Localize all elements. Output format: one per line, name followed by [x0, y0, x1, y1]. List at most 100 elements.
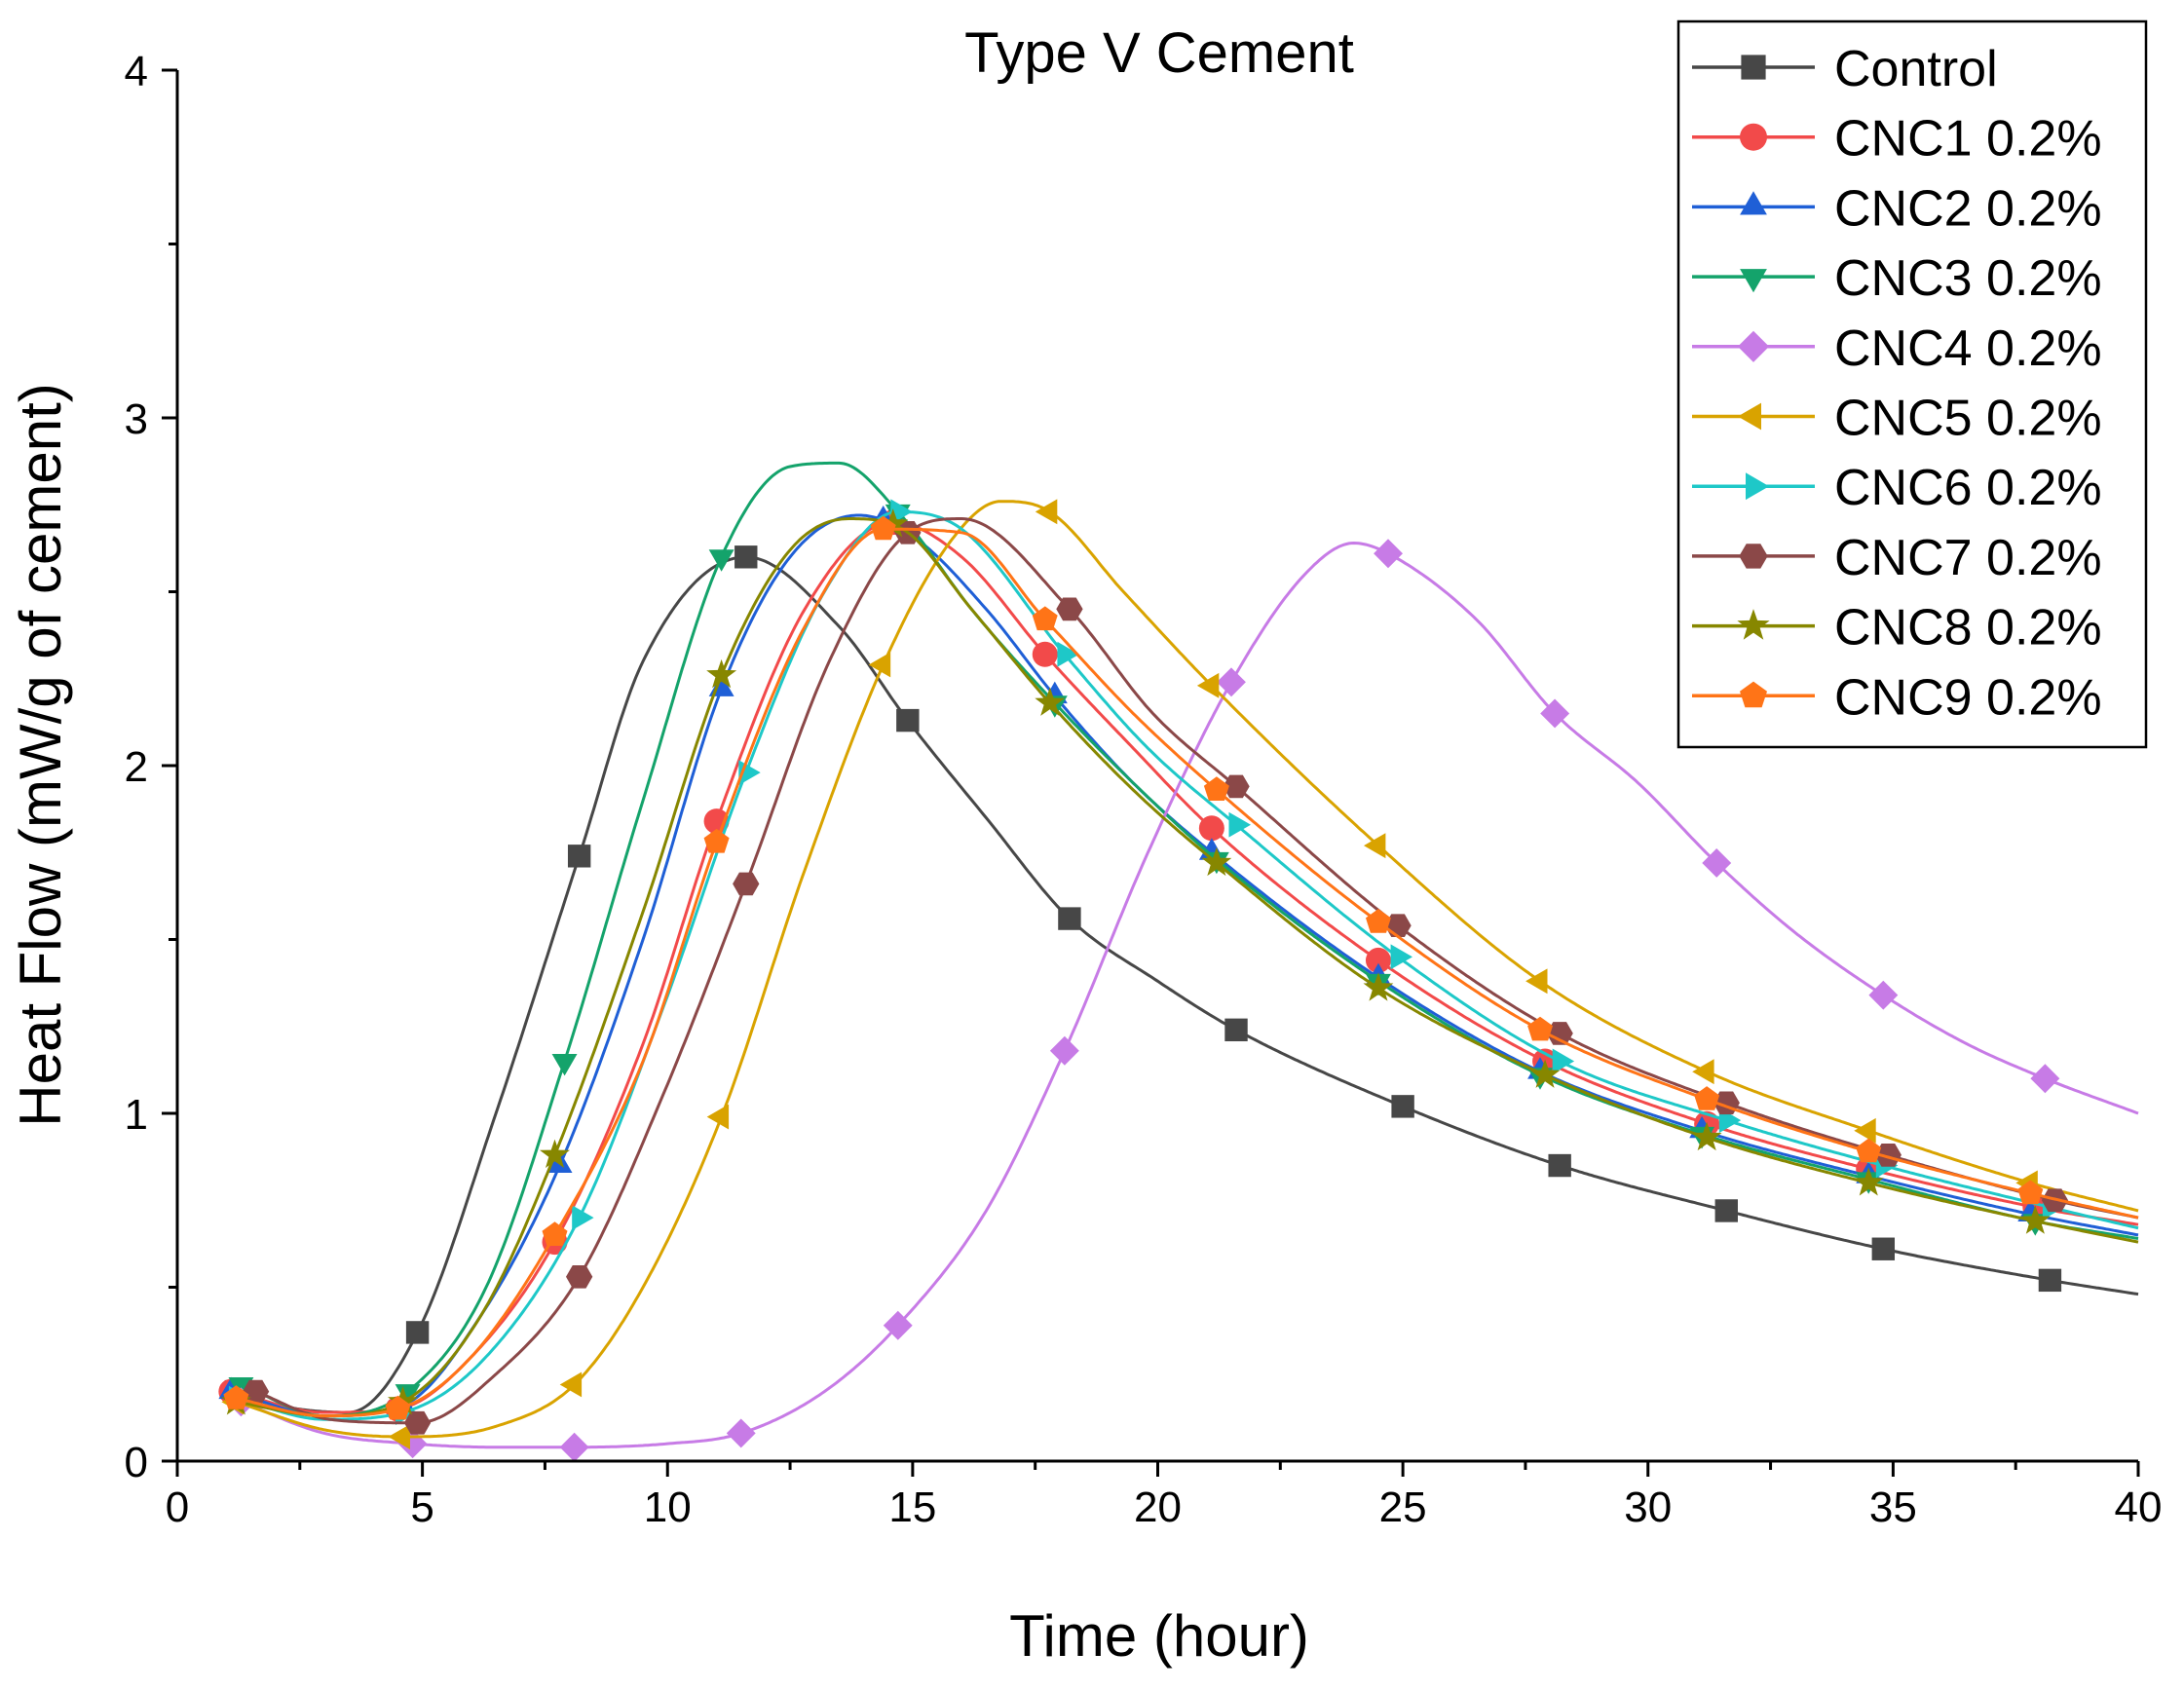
- data-point: [1364, 833, 1386, 859]
- series-line: [254, 517, 2139, 1425]
- data-point: [572, 1205, 594, 1230]
- data-point: [883, 1310, 913, 1340]
- data-point: [1366, 909, 1391, 933]
- series-9: [220, 508, 2139, 1418]
- data-point: [2030, 1064, 2060, 1094]
- data-point: [1228, 811, 1251, 838]
- data-point: [1049, 1035, 1079, 1066]
- series-line: [235, 500, 2139, 1439]
- legend-label: CNC9 0.2%: [1834, 669, 2102, 726]
- data-point: [1203, 776, 1229, 801]
- x-tick-label: 10: [644, 1483, 692, 1531]
- data-point: [559, 1432, 589, 1462]
- legend-marker: [1740, 681, 1767, 708]
- data-point: [1546, 1022, 1573, 1045]
- axes-layer: 0 5 10 15 20 25 30 35 40 0 1 2 3 4: [125, 48, 2163, 1531]
- data-point: [706, 1104, 730, 1130]
- data-point: [1854, 1117, 1876, 1144]
- data-point: [551, 1054, 578, 1076]
- data-point: [1527, 1016, 1553, 1041]
- x-tick-label: 5: [410, 1483, 433, 1531]
- x-axis-title: Time (hour): [1009, 1603, 1309, 1669]
- data-point: [385, 1395, 411, 1420]
- data-point: [1552, 1048, 1575, 1074]
- data-point: [1692, 1059, 1714, 1085]
- data-point: [1217, 667, 1246, 697]
- data-point: [703, 828, 730, 853]
- data-point: [2017, 1180, 2044, 1205]
- legend-item: CNC1 0.2%: [1692, 111, 2102, 168]
- data-point: [1365, 947, 1391, 973]
- series-line: [240, 541, 2139, 1449]
- y-tick-label: 4: [125, 48, 148, 95]
- y-tick-label: 2: [125, 743, 148, 791]
- series-layer: [218, 461, 2139, 1462]
- legend-marker: [1737, 402, 1761, 431]
- legend-label: CNC4 0.2%: [1834, 320, 2102, 377]
- data-point: [1057, 641, 1079, 667]
- legend-marker: [1740, 191, 1767, 215]
- data-point: [1032, 606, 1058, 631]
- legend-marker: [1740, 269, 1767, 293]
- series-8: [242, 517, 2139, 1435]
- series-line: [240, 461, 2139, 1418]
- data-point: [896, 708, 920, 732]
- chart-title: Type V Cement: [964, 21, 1354, 85]
- y-tick-label: 3: [125, 395, 148, 443]
- data-point: [566, 1265, 593, 1289]
- legend-label: CNC2 0.2%: [1834, 180, 2102, 237]
- x-tick-label: 30: [1624, 1483, 1672, 1531]
- legend-item: CNC6 0.2%: [1692, 460, 2102, 516]
- data-point: [1853, 1167, 1884, 1196]
- x-tick-label: 15: [888, 1483, 936, 1531]
- data-point: [1198, 815, 1224, 842]
- legend-label: CNC5 0.2%: [1834, 391, 2102, 447]
- legend-item: CNC8 0.2%: [1692, 600, 2102, 657]
- x-tick-label: 35: [1869, 1483, 1917, 1531]
- legend-marker: [1737, 330, 1770, 362]
- series-10: [223, 515, 2139, 1420]
- data-point: [403, 1410, 432, 1435]
- data-point: [223, 1385, 249, 1409]
- data-point: [733, 872, 760, 896]
- data-point: [868, 652, 891, 678]
- data-point: [1223, 774, 1250, 799]
- legend-item: CNC2 0.2%: [1692, 180, 2102, 237]
- data-point: [1714, 1199, 1738, 1222]
- data-point: [1196, 672, 1220, 698]
- legend-label: CNC7 0.2%: [1834, 530, 2102, 586]
- legend-item: CNC3 0.2%: [1692, 250, 2102, 307]
- legend-marker: [1739, 544, 1768, 569]
- data-point: [1058, 907, 1081, 930]
- data-point: [1529, 1059, 1561, 1088]
- data-point: [395, 1384, 421, 1407]
- data-point: [1056, 597, 1083, 621]
- data-point: [1871, 1237, 1896, 1260]
- data-point: [708, 549, 734, 572]
- y-axis-title: Heat Flow (mW/g of cement): [8, 383, 73, 1127]
- legend-marker: [1737, 609, 1770, 640]
- data-point: [388, 1424, 410, 1449]
- legend-item: CNC4 0.2%: [1692, 320, 2102, 377]
- legend-marker: [1740, 123, 1767, 151]
- x-tick-label: 20: [1134, 1483, 1182, 1531]
- legend-label: CNC3 0.2%: [1834, 250, 2102, 307]
- legend-label: CNC8 0.2%: [1834, 600, 2102, 657]
- legend-label: CNC1 0.2%: [1834, 111, 2102, 168]
- legend-marker: [1746, 472, 1770, 501]
- data-point: [567, 845, 591, 868]
- x-tick-label: 25: [1379, 1483, 1427, 1531]
- legend-item: CNC9 0.2%: [1692, 669, 2102, 726]
- data-point: [1363, 972, 1394, 1001]
- legend-item: CNC7 0.2%: [1692, 530, 2102, 586]
- data-point: [1032, 641, 1058, 667]
- legend-marker: [1741, 55, 1766, 80]
- data-point: [1391, 1095, 1414, 1118]
- data-point: [1694, 1086, 1720, 1110]
- legend-item: CNC5 0.2%: [1692, 391, 2102, 447]
- data-point: [1548, 1153, 1571, 1178]
- data-point: [540, 1139, 570, 1168]
- data-point: [1702, 848, 1732, 878]
- series-line: [235, 555, 2139, 1414]
